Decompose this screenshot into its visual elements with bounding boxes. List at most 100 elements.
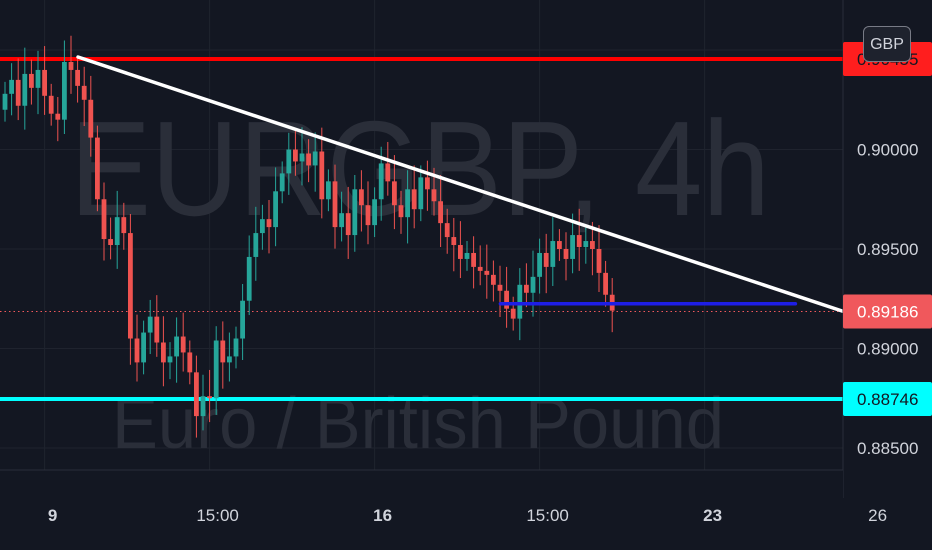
trendlines[interactable] <box>76 55 870 322</box>
candle-body-8 <box>55 113 61 120</box>
candle-body-65 <box>431 189 437 202</box>
candle-body-22 <box>147 316 153 333</box>
watermark-description: Euro / British Pound <box>112 384 724 464</box>
candle-body-87 <box>576 235 582 248</box>
trendline-0 <box>76 55 870 322</box>
candle-body-55 <box>365 205 371 226</box>
candle-body-41 <box>273 191 278 228</box>
candle-body-58 <box>385 163 391 182</box>
candle-body-56 <box>372 199 377 226</box>
candle-body-44 <box>293 149 298 162</box>
candle-body-63 <box>418 177 424 210</box>
candle-body-2 <box>15 79 21 106</box>
horizontal-lines <box>0 57 843 401</box>
candle-body-54 <box>359 189 364 206</box>
candle-body-13 <box>88 99 94 138</box>
candle-body-24 <box>161 342 166 363</box>
candle-body-36 <box>240 300 245 339</box>
candle-body-79 <box>524 284 529 293</box>
time-tick-label: 15:00 <box>196 506 239 525</box>
candle-body-39 <box>260 219 265 234</box>
time-tick-label: 23 <box>703 506 722 525</box>
candle-body-75 <box>497 284 503 291</box>
candle-body-74 <box>491 274 496 285</box>
candle-body-17 <box>114 217 120 246</box>
candle-body-82 <box>543 252 549 267</box>
price-badge-label-1: 0.89186 <box>857 302 918 321</box>
candle-body-67 <box>444 223 450 238</box>
candle-body-18 <box>121 217 127 234</box>
candle-body-31 <box>207 396 212 399</box>
candle-body-6 <box>42 69 47 96</box>
candle-body-62 <box>411 189 417 210</box>
candle-body-25 <box>167 356 173 363</box>
watermark-symbol: EURGBP, 4h <box>70 93 770 244</box>
candle-body-52 <box>345 213 351 236</box>
candle-body-29 <box>194 372 199 417</box>
candle-body-7 <box>48 95 54 114</box>
candle-body-84 <box>557 241 562 249</box>
candle-body-4 <box>29 73 34 88</box>
candle-body-19 <box>128 233 133 339</box>
price-tick-label: 0.90000 <box>857 141 918 160</box>
price-tick-label: 0.88500 <box>857 439 918 458</box>
candle-body-68 <box>451 237 457 246</box>
candle-body-53 <box>352 189 358 236</box>
candle-body-16 <box>108 239 113 246</box>
candle-body-49 <box>326 181 331 200</box>
candle-body-77 <box>510 308 516 319</box>
candle-body-3 <box>22 73 28 106</box>
candle-body-90 <box>596 248 602 273</box>
price-tick-label: 0.89500 <box>857 240 918 259</box>
candle-body-37 <box>246 256 252 301</box>
candle-body-86 <box>570 235 575 259</box>
price-badge-label-2: 0.88746 <box>857 390 918 409</box>
candle-body-30 <box>200 396 206 417</box>
candle-body-46 <box>306 153 311 166</box>
candle-body-51 <box>339 213 344 228</box>
candle-body-91 <box>603 272 608 295</box>
candle-body-47 <box>312 151 318 166</box>
candle-body-15 <box>101 199 107 240</box>
candle-body-59 <box>392 181 397 206</box>
candle-body-89 <box>590 241 595 249</box>
candle-body-42 <box>279 173 285 192</box>
candle-body-40 <box>266 219 272 228</box>
time-tick-label: 26 <box>868 506 887 525</box>
candle-body-5 <box>35 69 41 88</box>
candle-body-57 <box>378 163 384 200</box>
candle-body-72 <box>477 266 483 271</box>
currency-unit-button[interactable]: GBP <box>863 26 911 62</box>
candle-body-76 <box>504 290 509 309</box>
candle-body-38 <box>253 233 259 257</box>
candle-body-73 <box>484 270 490 275</box>
price-badge-1 <box>843 294 932 329</box>
candle-body-71 <box>471 252 476 267</box>
candle-body-0 <box>2 93 8 110</box>
candle-body-34 <box>227 356 232 363</box>
candle-body-14 <box>95 137 100 200</box>
candle-body-35 <box>233 338 239 357</box>
candle-body-81 <box>537 252 542 277</box>
candle-body-26 <box>174 336 179 357</box>
candle-body-11 <box>75 69 80 86</box>
time-axis-panel[interactable] <box>0 470 843 550</box>
time-tick-label: 15:00 <box>526 506 569 525</box>
candle-body-48 <box>319 151 325 200</box>
candle-body-85 <box>563 248 569 259</box>
candle-body-70 <box>464 252 470 259</box>
candle-body-66 <box>438 201 443 224</box>
price-axis-ticks: 0.90000 0.89500 0.89000 0.88500 <box>857 141 918 458</box>
candle-body-61 <box>405 189 410 218</box>
time-axis-ticks: 9 15:00 16 15:00 23 26 <box>48 506 887 525</box>
time-tick-label: 9 <box>48 506 57 525</box>
candle-body-27 <box>180 336 186 353</box>
candle-body-64 <box>425 177 430 190</box>
candle-body-32 <box>213 340 219 399</box>
candle-body-50 <box>332 181 338 228</box>
candle-body-28 <box>187 352 193 373</box>
candle-body-21 <box>141 332 146 363</box>
candle-body-45 <box>299 153 305 162</box>
